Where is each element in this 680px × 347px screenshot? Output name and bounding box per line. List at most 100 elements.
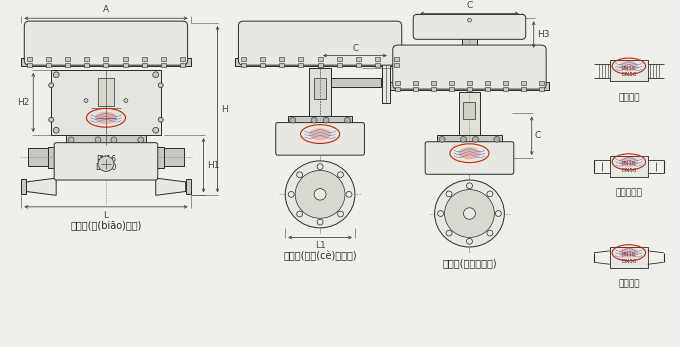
Bar: [27, 63, 32, 67]
Bar: [46, 63, 51, 67]
Bar: [161, 63, 166, 67]
Circle shape: [153, 72, 158, 78]
Circle shape: [98, 156, 114, 171]
Circle shape: [288, 192, 294, 197]
Bar: [51, 70, 160, 135]
Bar: [186, 179, 190, 194]
Bar: [318, 58, 322, 61]
Circle shape: [460, 136, 466, 142]
Bar: [503, 82, 508, 85]
Text: 常溫型(標(biāo)準型): 常溫型(標(biāo)準型): [70, 220, 141, 230]
Bar: [65, 63, 70, 67]
Bar: [394, 63, 399, 67]
Bar: [331, 78, 381, 87]
Bar: [142, 63, 147, 67]
Bar: [431, 87, 436, 91]
FancyBboxPatch shape: [393, 45, 546, 89]
Bar: [462, 35, 477, 47]
Text: PN16: PN16: [622, 161, 636, 166]
Circle shape: [487, 230, 493, 236]
Circle shape: [290, 117, 296, 123]
Text: 常溫型(帶頂裝手輪): 常溫型(帶頂裝手輪): [442, 259, 497, 269]
Bar: [103, 58, 108, 61]
Text: L1: L1: [315, 241, 326, 250]
Circle shape: [495, 211, 501, 217]
Text: H1: H1: [207, 161, 220, 170]
Circle shape: [467, 18, 471, 22]
Circle shape: [439, 136, 445, 142]
Circle shape: [49, 117, 54, 122]
Bar: [98, 78, 114, 106]
Bar: [467, 82, 472, 85]
Circle shape: [95, 137, 101, 143]
Bar: [431, 82, 436, 85]
Text: C: C: [466, 1, 473, 10]
Bar: [503, 87, 508, 91]
Bar: [27, 58, 32, 61]
Text: H2: H2: [17, 98, 29, 107]
Bar: [84, 63, 89, 67]
Circle shape: [466, 238, 473, 244]
Circle shape: [466, 183, 473, 189]
Circle shape: [84, 99, 88, 102]
Circle shape: [435, 180, 505, 247]
Circle shape: [446, 230, 452, 236]
Circle shape: [153, 127, 158, 133]
Text: 常溫型(帶側(cè)裝手輪): 常溫型(帶側(cè)裝手輪): [284, 251, 357, 261]
Text: DN50: DN50: [621, 72, 636, 77]
Circle shape: [473, 136, 479, 142]
Circle shape: [311, 117, 317, 123]
Text: PN16: PN16: [96, 155, 116, 164]
Circle shape: [346, 192, 352, 197]
Bar: [521, 87, 526, 91]
Ellipse shape: [95, 112, 117, 124]
Bar: [485, 82, 490, 85]
Circle shape: [53, 127, 59, 133]
Text: DN50: DN50: [621, 168, 636, 173]
Text: PN16: PN16: [622, 66, 636, 70]
Circle shape: [337, 172, 343, 178]
Polygon shape: [156, 178, 186, 195]
Bar: [48, 146, 56, 168]
Circle shape: [345, 117, 350, 123]
Circle shape: [296, 211, 303, 217]
Circle shape: [285, 161, 355, 228]
Bar: [413, 87, 418, 91]
Circle shape: [494, 136, 500, 142]
Circle shape: [446, 191, 452, 197]
Circle shape: [487, 191, 493, 197]
Circle shape: [138, 137, 143, 143]
Bar: [21, 179, 27, 194]
Text: L: L: [103, 211, 108, 220]
Text: DN50: DN50: [621, 259, 636, 264]
Circle shape: [323, 117, 329, 123]
Bar: [539, 82, 544, 85]
Text: A: A: [103, 6, 109, 15]
Bar: [485, 87, 490, 91]
Bar: [260, 63, 265, 67]
Bar: [122, 63, 128, 67]
Bar: [235, 58, 405, 66]
Bar: [413, 82, 418, 85]
Text: 螺紋連接: 螺紋連接: [618, 93, 640, 102]
Bar: [279, 58, 284, 61]
Bar: [103, 63, 108, 67]
Circle shape: [438, 211, 443, 217]
Bar: [464, 102, 475, 119]
Text: 承插焊連接: 承插焊連接: [615, 189, 642, 198]
Circle shape: [445, 189, 494, 237]
Bar: [382, 61, 390, 103]
Bar: [29, 149, 48, 166]
Circle shape: [111, 137, 117, 143]
Bar: [449, 87, 454, 91]
Bar: [65, 58, 70, 61]
Bar: [279, 63, 284, 67]
Bar: [610, 60, 648, 82]
FancyBboxPatch shape: [276, 122, 364, 155]
Bar: [521, 82, 526, 85]
Bar: [142, 58, 147, 61]
FancyBboxPatch shape: [413, 15, 526, 39]
Bar: [390, 82, 549, 90]
Bar: [437, 135, 502, 144]
Bar: [164, 149, 184, 166]
